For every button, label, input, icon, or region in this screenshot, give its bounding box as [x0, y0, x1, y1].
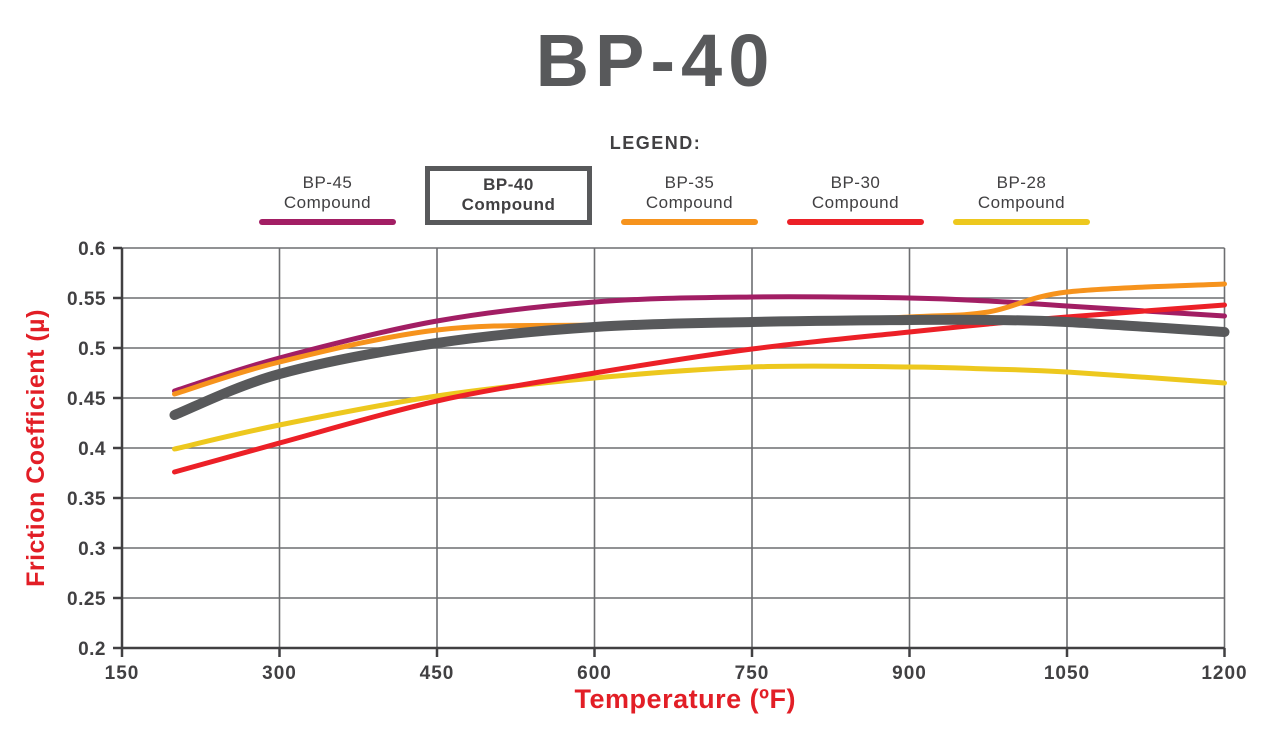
legend-item-label-bp-45: BP-45 Compound	[283, 173, 372, 213]
series-curve-bp-40	[169, 314, 1230, 420]
legend-swatch-bp-45	[259, 219, 396, 226]
x-tick-label: 750	[735, 663, 770, 684]
legend-item-label-bp-40: BP-40 Compound	[461, 175, 556, 215]
x-tick-label: 1200	[1201, 663, 1247, 684]
legend-swatch-bp-28	[953, 219, 1090, 226]
legend-item-label-bp-35: BP-35 Compound	[645, 173, 734, 213]
legend-item-bp-45: BP-45 Compound	[259, 173, 396, 226]
x-axis-title: Temperature (ºF)	[575, 684, 796, 714]
y-tick-label: 0.3	[78, 539, 106, 560]
x-tick-label: 450	[420, 663, 455, 684]
legend-swatch-bp-30	[787, 219, 924, 226]
legend: BP-45 Compound BP-40 Compound BP-35 Compound B…	[39, 166, 1271, 226]
y-tick-label: 0.45	[67, 389, 106, 410]
x-tick-label: 900	[892, 663, 927, 684]
legend-item-bp-28: BP-28 Compound	[953, 173, 1090, 226]
friction-vs-temperature-chart: 150 300 450 600 750 900 1050 1200 0.2 0.25 0.3 0.35…	[22, 239, 1247, 714]
legend-heading: LEGEND:	[609, 133, 702, 153]
y-tick-label: 0.25	[67, 589, 106, 610]
y-tick-label: 0.35	[67, 489, 106, 510]
x-tick-label: 300	[262, 663, 297, 684]
y-tick-label: 0.5	[78, 339, 106, 360]
legend-item-label-bp-28: BP-28 Compound	[977, 173, 1066, 213]
legend-swatch-bp-35	[621, 219, 758, 226]
series-curve-bp-45	[172, 294, 1227, 394]
legend-item-bp-35: BP-35 Compound	[621, 173, 758, 226]
legend-item-bp-30: BP-30 Compound	[787, 173, 924, 226]
y-tick-label: 0.6	[78, 239, 106, 260]
series-curve-bp-28	[172, 363, 1227, 452]
y-tick-label: 0.2	[78, 639, 106, 660]
x-tick-label: 600	[577, 663, 612, 684]
legend-item-bp-40: BP-40 Compound	[425, 166, 592, 226]
y-tick-label: 0.55	[67, 289, 106, 310]
y-axis-title: Friction Coefficient (µ)	[22, 309, 50, 587]
legend-item-label-bp-30: BP-30 Compound	[811, 173, 900, 213]
x-tick-label: 150	[105, 663, 140, 684]
x-tick-label: 1050	[1044, 663, 1090, 684]
page-title: BP-40	[535, 19, 776, 102]
y-tick-label: 0.4	[78, 439, 106, 460]
